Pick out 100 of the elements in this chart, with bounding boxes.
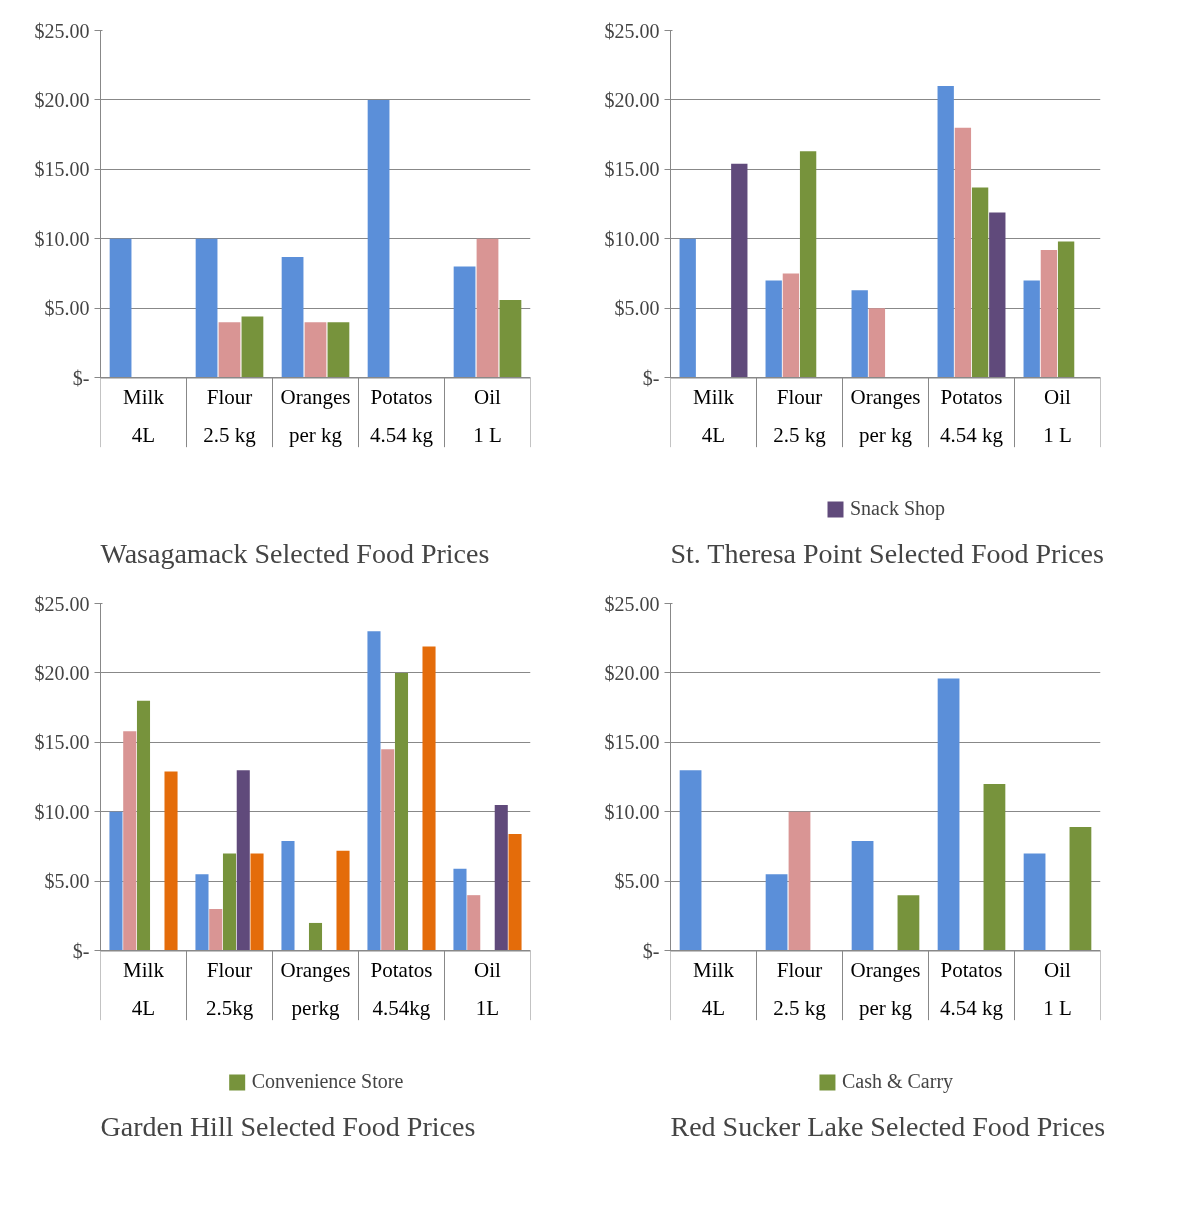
bar — [367, 631, 381, 951]
y-tick-label: $25.00 — [34, 19, 90, 42]
text: Red Sucker Lake Selected Food Prices — [670, 1110, 1106, 1142]
bar — [788, 811, 811, 951]
x-tick-label: Flour 2.5 kg — [773, 957, 827, 1021]
bar — [1069, 827, 1092, 951]
x-tick-label: Milk 4L — [123, 384, 165, 448]
y-tick-label: $20.00 — [34, 661, 90, 684]
text: St. Theresa Point Selected Food Prices — [670, 537, 1104, 569]
bar — [453, 266, 476, 378]
y-tick-label: $10.00 — [34, 800, 90, 823]
bar — [1040, 249, 1058, 378]
bar — [195, 238, 218, 378]
bar — [422, 646, 436, 951]
x-tick-label: Oil 1 L — [1043, 384, 1072, 448]
x-tick-label: Milk 4L — [693, 384, 735, 448]
legend-label: Snack Shop — [850, 497, 945, 520]
bar — [954, 127, 972, 378]
bar — [799, 151, 817, 378]
x-tick-label: Oranges per kg — [280, 384, 351, 448]
bar — [123, 731, 137, 951]
x-tick-label: Potatos 4.54kg — [370, 957, 433, 1021]
bar — [136, 700, 151, 951]
text: Wasagamack Selected Food Prices — [100, 537, 490, 569]
x-tick-label: Milk 4L — [123, 957, 165, 1021]
bar — [195, 874, 209, 951]
y-tick-label: $15.00 — [604, 158, 660, 181]
y-tick-label: $25.00 — [604, 592, 660, 615]
x-tick-label: Potatos 4.54 kg — [940, 957, 1004, 1021]
bar — [937, 678, 960, 951]
x-tick-label: Flour 2.5 kg — [203, 384, 257, 448]
bar — [1023, 280, 1040, 378]
y-tick-label: $10.00 — [604, 227, 660, 250]
bar — [494, 804, 508, 951]
bar — [971, 187, 989, 378]
y-tick-label: $5.00 — [44, 297, 90, 320]
x-tick-label: Potatos 4.54 kg — [370, 384, 434, 448]
bar — [897, 895, 920, 951]
bar — [499, 299, 522, 378]
x-tick-label: Oranges per kg — [850, 957, 921, 1021]
x-tick-label: Oil 1 L — [1043, 957, 1072, 1021]
bar — [304, 322, 327, 378]
y-tick-label: $25.00 — [34, 592, 90, 615]
x-tick-label: Flour 2.5 kg — [773, 384, 827, 448]
y-tick-label: $15.00 — [34, 731, 90, 754]
x-tick-label: Flour 2.5kg — [205, 957, 254, 1021]
y-tick-label: $- — [642, 366, 660, 389]
bar — [250, 853, 264, 951]
bar — [327, 322, 350, 378]
bar — [164, 771, 178, 951]
bar — [467, 895, 481, 951]
y-tick-label: $5.00 — [44, 870, 90, 893]
x-tick-label: Oil 1L — [474, 957, 502, 1021]
y-tick-label: $15.00 — [34, 158, 90, 181]
x-tick-label: Milk 4L — [693, 957, 735, 1021]
y-tick-label: $25.00 — [604, 19, 660, 42]
bar — [851, 290, 868, 378]
bar — [782, 273, 800, 378]
bar — [241, 316, 264, 378]
bar — [281, 841, 295, 951]
bar — [1057, 241, 1075, 378]
bar — [765, 874, 788, 951]
bar — [336, 850, 350, 951]
bar — [679, 238, 696, 378]
y-tick-label: $10.00 — [34, 227, 90, 250]
bar — [367, 99, 390, 378]
bar — [209, 909, 223, 951]
legend-label: Convenience Store — [251, 1070, 404, 1093]
bar — [851, 841, 874, 951]
y-tick-label: $5.00 — [614, 297, 660, 320]
legend-label: Cash & Carry — [841, 1070, 954, 1093]
bar — [109, 238, 132, 378]
bar — [381, 749, 395, 951]
bar — [281, 256, 304, 378]
bar — [989, 212, 1006, 378]
bar — [218, 322, 241, 378]
x-tick-label: Potatos 4.54 kg — [940, 384, 1004, 448]
bar — [109, 811, 123, 951]
bar — [765, 280, 782, 378]
y-tick-label: $20.00 — [34, 88, 90, 111]
bar — [868, 308, 886, 378]
y-tick-label: $- — [642, 939, 660, 962]
text: Garden Hill Selected Food Prices — [100, 1110, 476, 1142]
x-tick-label: Oil 1 L — [473, 384, 502, 448]
bar — [937, 86, 954, 378]
bar — [731, 163, 748, 378]
x-tick-label: Oranges perkg — [280, 957, 351, 1021]
y-tick-label: $10.00 — [604, 800, 660, 823]
y-tick-label: $20.00 — [604, 661, 660, 684]
bar — [1023, 853, 1046, 951]
y-tick-label: $20.00 — [604, 88, 660, 111]
bar — [983, 784, 1006, 951]
bar — [453, 868, 467, 951]
y-tick-label: $- — [72, 366, 90, 389]
bar — [222, 853, 237, 951]
bar — [308, 922, 323, 951]
bar — [508, 834, 522, 951]
x-tick-label: Oranges per kg — [850, 384, 921, 448]
bar — [236, 770, 250, 951]
y-tick-label: $15.00 — [604, 731, 660, 754]
